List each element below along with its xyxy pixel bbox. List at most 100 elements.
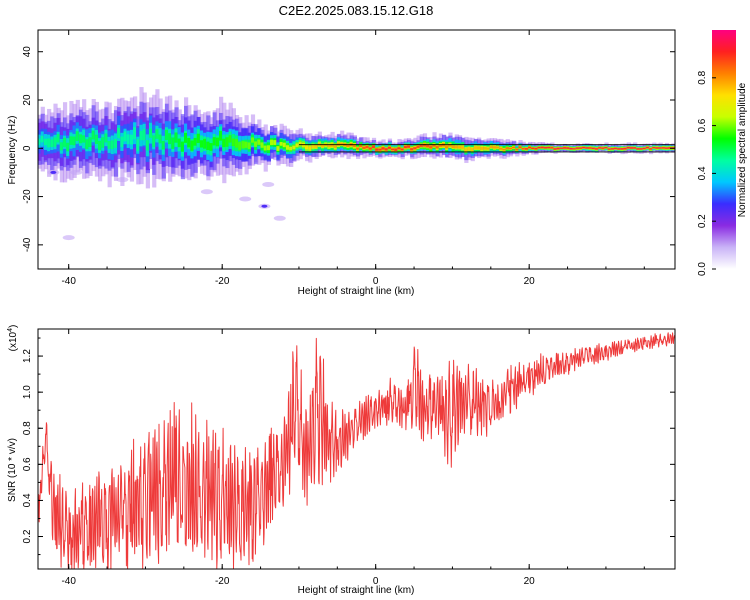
heatmap-cell bbox=[333, 145, 338, 148]
heatmap-cell bbox=[534, 147, 539, 150]
heatmap-cell bbox=[537, 146, 542, 149]
spectrogram-ylabel: Frequency (Hz) bbox=[7, 116, 18, 185]
x-tick-label: 0 bbox=[373, 276, 379, 287]
heatmap-cell bbox=[174, 132, 179, 143]
heatmap-cell bbox=[403, 146, 408, 149]
heatmap-cell bbox=[136, 139, 141, 152]
heatmap-cell bbox=[406, 145, 412, 148]
heatmap-cell bbox=[282, 142, 287, 148]
heatmap-cell bbox=[422, 143, 428, 147]
heatmap-cell bbox=[104, 133, 109, 143]
heatmap-cell bbox=[426, 144, 431, 148]
heatmap-cell bbox=[454, 145, 459, 149]
heatmap-cell bbox=[601, 147, 606, 149]
heatmap-cell bbox=[241, 141, 246, 149]
heatmap-cell bbox=[250, 137, 256, 143]
heatmap-cell bbox=[203, 138, 208, 149]
y-tick-label: -40 bbox=[22, 237, 33, 252]
heatmap-cell bbox=[180, 141, 186, 152]
spectrogram-frame bbox=[37, 29, 676, 270]
heatmap-cell bbox=[238, 142, 243, 151]
heatmap-patch bbox=[262, 182, 275, 188]
snr-y-tick-label: 1.2 bbox=[22, 349, 33, 363]
heatmap-cell bbox=[607, 148, 612, 150]
heatmap-cell bbox=[260, 142, 265, 148]
heatmap-cell bbox=[362, 146, 367, 149]
heatmap-cell bbox=[477, 146, 482, 150]
heatmap-cell bbox=[244, 141, 249, 148]
heatmap-cell bbox=[94, 134, 100, 144]
heatmap-cell bbox=[617, 148, 622, 150]
heatmap-cell bbox=[298, 141, 303, 146]
heatmap-cell bbox=[168, 133, 173, 145]
heatmap-cell bbox=[199, 140, 205, 148]
heatmap-cell bbox=[270, 139, 275, 146]
heatmap-cell bbox=[375, 148, 380, 151]
heatmap-cell bbox=[397, 147, 402, 150]
heatmap-cell bbox=[308, 146, 313, 150]
snr-x-tick-label: -40 bbox=[61, 576, 76, 587]
heatmap-cell bbox=[129, 134, 135, 145]
heatmap-cell bbox=[38, 138, 42, 145]
heatmap-cell bbox=[413, 147, 418, 150]
colorbar-tick-label: 0.2 bbox=[697, 214, 708, 228]
heatmap-cell bbox=[215, 137, 221, 147]
heatmap-cell bbox=[531, 147, 536, 150]
snr-ylabel: SNR (10 * v/v) bbox=[7, 438, 18, 502]
heatmap-patch bbox=[200, 189, 213, 195]
heatmap-cell bbox=[50, 139, 55, 147]
heatmap-cell bbox=[559, 147, 565, 149]
heatmap-cell bbox=[387, 146, 393, 149]
heatmap-cell bbox=[212, 137, 217, 146]
heatmap-cell bbox=[518, 146, 523, 149]
heatmap-cell bbox=[148, 128, 154, 138]
colorbar-tick-label: 0.6 bbox=[697, 118, 708, 132]
snr-y-multiplier: (x104) bbox=[7, 325, 19, 352]
snr-xlabel: Height of straight line (km) bbox=[298, 585, 415, 596]
heatmap-cell bbox=[78, 134, 84, 144]
y-tick-label: -20 bbox=[22, 189, 33, 204]
heatmap-cell bbox=[266, 145, 272, 151]
heatmap-cell bbox=[273, 140, 278, 145]
heatmap-cell bbox=[371, 145, 377, 149]
heatmap-cell bbox=[661, 147, 666, 149]
heatmap-cell bbox=[540, 146, 545, 149]
heatmap-cell bbox=[429, 145, 434, 149]
colorbar-label: Normalized spectral amplitude bbox=[737, 82, 748, 217]
heatmap-cell bbox=[492, 146, 498, 149]
colorbar-tick-label: 0.4 bbox=[697, 166, 708, 180]
heatmap-cell bbox=[123, 131, 128, 142]
heatmap-cell bbox=[655, 147, 660, 149]
heatmap-cell bbox=[196, 133, 201, 143]
heatmap-cell bbox=[629, 147, 635, 149]
heatmap-patch bbox=[273, 215, 286, 221]
heatmap-cell bbox=[66, 142, 71, 152]
heatmap-cell bbox=[336, 142, 342, 146]
heatmap-cell bbox=[499, 147, 504, 150]
snr-y-tick-label: 1.0 bbox=[22, 385, 33, 399]
heatmap-cell bbox=[352, 144, 357, 147]
heatmap-cell bbox=[43, 138, 49, 146]
heatmap-cell bbox=[152, 135, 157, 147]
heatmap-cell bbox=[305, 145, 310, 150]
heatmap-cell bbox=[368, 147, 373, 150]
heatmap-cell bbox=[470, 147, 475, 152]
heatmap-patch-core bbox=[50, 170, 57, 174]
spectrogram-panel: -40 -20 0 20 -40 -20 0 20 40 Height of straight … bbox=[7, 29, 676, 297]
x-tick-label: -20 bbox=[215, 276, 230, 287]
colorbar-tick-label: 0.8 bbox=[697, 70, 708, 84]
y-tick-label: 20 bbox=[22, 94, 33, 106]
heatmap-patch bbox=[116, 177, 129, 183]
heatmap-cell bbox=[158, 134, 163, 144]
colorbar-ticks: 0.0 0.2 0.4 0.6 0.8 bbox=[697, 70, 716, 276]
x-tick-label: 20 bbox=[524, 276, 536, 287]
heatmap-cell bbox=[219, 130, 224, 141]
heatmap-cell bbox=[512, 146, 517, 149]
heatmap-cell bbox=[451, 145, 456, 149]
heatmap-cell bbox=[480, 146, 485, 150]
heatmap-cell bbox=[161, 141, 166, 150]
heatmap-patch bbox=[70, 169, 83, 175]
heatmap-cell bbox=[457, 145, 463, 149]
heatmap-cell bbox=[416, 145, 421, 148]
